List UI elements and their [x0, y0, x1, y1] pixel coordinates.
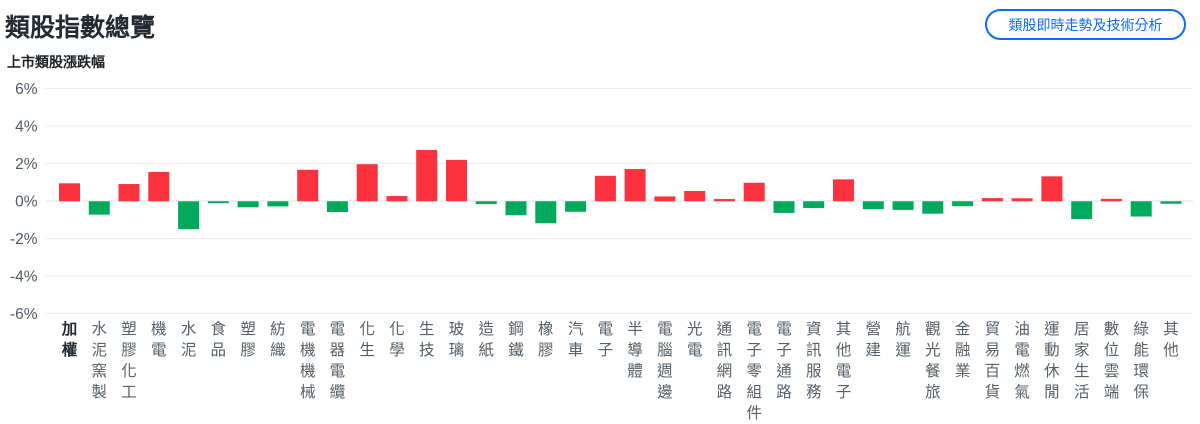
svg-text:營建: 營建	[866, 320, 882, 359]
svg-text:光電: 光電	[687, 320, 703, 359]
svg-text:食品: 食品	[211, 320, 227, 359]
svg-text:生技: 生技	[419, 320, 435, 359]
svg-text:綠能環保: 綠能環保	[1133, 320, 1149, 401]
svg-text:-2%: -2%	[10, 231, 38, 248]
svg-text:水泥: 水泥	[181, 320, 197, 359]
svg-text:運動休閒: 運動休閒	[1044, 320, 1060, 401]
svg-text:電機機械: 電機機械	[300, 321, 316, 401]
svg-text:居家生活: 居家生活	[1074, 321, 1090, 401]
svg-text:其他: 其他	[1163, 320, 1179, 359]
svg-text:電子零組件: 電子零組件	[746, 321, 762, 422]
svg-text:塑膠: 塑膠	[240, 320, 256, 359]
svg-text:油電燃氣: 油電燃氣	[1014, 320, 1030, 401]
svg-text:資訊服務: 資訊服務	[806, 320, 822, 401]
svg-text:其他電子: 其他電子	[836, 320, 852, 401]
svg-text:-6%: -6%	[10, 306, 38, 323]
svg-text:2%: 2%	[15, 156, 38, 173]
svg-text:6%: 6%	[15, 81, 38, 98]
svg-text:觀光餐旅: 觀光餐旅	[925, 320, 941, 401]
svg-text:0%: 0%	[15, 193, 38, 210]
svg-text:貿易百貨: 貿易百貨	[985, 320, 1001, 401]
svg-text:電子: 電子	[598, 321, 614, 359]
svg-text:通訊網路: 通訊網路	[717, 320, 733, 401]
svg-text:汽車: 汽車	[568, 320, 584, 359]
svg-text:4%: 4%	[15, 118, 38, 135]
svg-text:電腦週邊: 電腦週邊	[657, 321, 673, 401]
svg-text:紡織: 紡織	[270, 320, 286, 359]
svg-text:水泥窯製: 水泥窯製	[92, 320, 108, 401]
svg-text:電子通路: 電子通路	[776, 321, 792, 401]
svg-text:半導體: 半導體	[627, 320, 643, 380]
svg-text:化生: 化生	[359, 320, 375, 359]
svg-text:航運: 航運	[895, 320, 911, 359]
svg-text:塑膠化工: 塑膠化工	[121, 320, 137, 401]
svg-text:機電: 機電	[151, 320, 167, 359]
svg-text:玻璃: 玻璃	[449, 320, 465, 359]
svg-text:電器電纜: 電器電纜	[330, 321, 346, 401]
svg-text:鋼鐵: 鋼鐵	[508, 320, 524, 359]
svg-text:加權: 加權	[61, 320, 78, 359]
svg-text:化學: 化學	[389, 320, 405, 359]
svg-text:金融業: 金融業	[955, 320, 971, 380]
svg-text:數位雲端: 數位雲端	[1104, 320, 1120, 401]
svg-text:橡膠: 橡膠	[538, 320, 554, 359]
svg-text:-4%: -4%	[10, 268, 38, 285]
svg-text:造紙: 造紙	[479, 320, 495, 359]
